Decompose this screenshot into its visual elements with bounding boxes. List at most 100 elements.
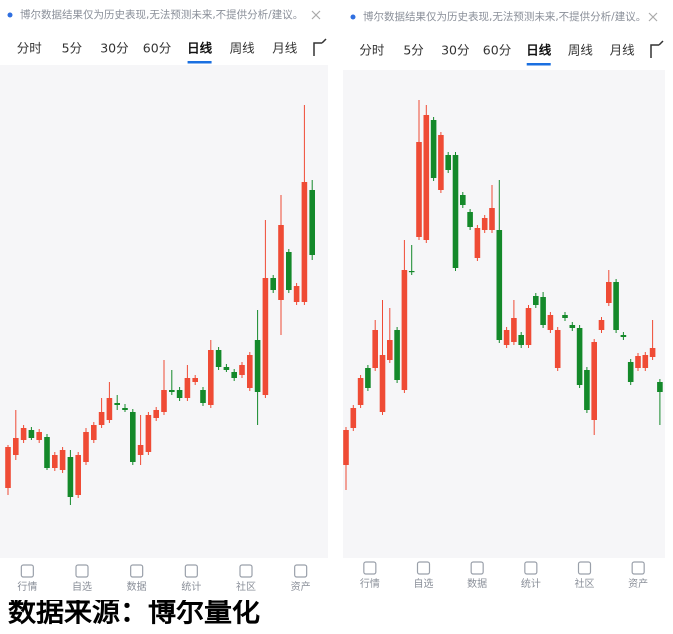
nav-icon[interactable] xyxy=(524,561,538,575)
candle-body xyxy=(416,142,422,237)
candle-body xyxy=(430,120,437,178)
close-icon[interactable] xyxy=(311,10,321,20)
candle-body xyxy=(301,182,308,302)
nav-icon[interactable] xyxy=(577,561,592,575)
nav-label[interactable]: 资产 xyxy=(291,580,311,593)
candle-body xyxy=(223,367,230,370)
candle-body xyxy=(192,378,198,382)
candle-body xyxy=(176,390,183,398)
candle-body xyxy=(481,218,488,230)
nav-icon[interactable] xyxy=(470,561,484,575)
candle-body xyxy=(525,308,532,345)
nav-label[interactable]: 行情 xyxy=(360,577,380,590)
nav-icon[interactable] xyxy=(75,564,89,578)
candle-body xyxy=(247,355,253,388)
nav-label[interactable]: 统计 xyxy=(521,577,541,590)
candle-body xyxy=(98,412,105,425)
period-tab[interactable]: 分时 xyxy=(359,43,385,58)
candle-body xyxy=(503,330,510,345)
period-tab[interactable]: 分时 xyxy=(17,41,43,56)
candle-body xyxy=(642,355,649,368)
period-tab[interactable]: 30分 xyxy=(441,43,469,58)
candle-body xyxy=(350,408,357,428)
nav-label[interactable]: 社区 xyxy=(575,577,595,590)
candle-body xyxy=(518,335,524,345)
candle-body xyxy=(547,315,554,330)
candle-body xyxy=(36,432,42,440)
nav-label[interactable]: 资产 xyxy=(628,577,648,590)
nav-icon[interactable] xyxy=(631,561,645,575)
nav-label[interactable]: 自选 xyxy=(72,580,92,593)
candle-body xyxy=(169,390,175,392)
candle-body xyxy=(554,330,561,368)
candle-body xyxy=(28,430,35,438)
nav-icon[interactable] xyxy=(416,561,431,575)
period-tab[interactable]: 30分 xyxy=(100,41,128,56)
period-tab[interactable]: 60分 xyxy=(143,41,171,56)
candle-body xyxy=(13,438,19,455)
fullscreen-icon[interactable] xyxy=(313,38,327,56)
nav-icon[interactable] xyxy=(239,564,253,578)
chart-area xyxy=(0,65,328,558)
period-tab[interactable]: 月线 xyxy=(272,41,298,56)
candle-body xyxy=(576,328,583,385)
nav-icon[interactable] xyxy=(20,564,34,578)
chart-area xyxy=(343,70,665,558)
candle-body xyxy=(379,355,386,412)
candle-body xyxy=(489,208,495,230)
candle-body xyxy=(67,457,74,497)
candle-body xyxy=(657,382,663,392)
nav-label[interactable]: 社区 xyxy=(236,580,256,593)
candle-body xyxy=(44,437,50,468)
period-tab[interactable]: 日线 xyxy=(187,41,213,56)
nav-icon[interactable] xyxy=(294,564,308,578)
candle-body xyxy=(496,230,503,340)
period-tab[interactable]: 5分 xyxy=(403,43,423,58)
candle-body xyxy=(627,362,634,382)
period-tab[interactable]: 周线 xyxy=(230,41,256,56)
candle-body xyxy=(145,415,152,452)
nav-label[interactable]: 统计 xyxy=(181,580,201,593)
candle-body xyxy=(365,368,371,388)
candle-body xyxy=(401,270,408,390)
candle-body xyxy=(533,296,539,305)
period-tab[interactable]: 月线 xyxy=(610,43,636,58)
close-icon[interactable] xyxy=(648,12,658,22)
period-tab[interactable]: 60分 xyxy=(483,43,511,58)
period-tab[interactable]: 周线 xyxy=(568,43,594,58)
candle-body xyxy=(91,425,97,440)
candle-body xyxy=(635,356,641,368)
candle-body xyxy=(452,155,459,268)
fullscreen-icon[interactable] xyxy=(650,40,664,58)
candle-body xyxy=(649,348,656,357)
source-footer: 数据来源：博尔量化 xyxy=(8,595,260,628)
candle-body xyxy=(114,403,120,405)
nav-icon[interactable] xyxy=(184,564,198,578)
nav-icon[interactable] xyxy=(130,564,144,578)
candle-body xyxy=(52,455,58,468)
candle-body xyxy=(584,370,590,410)
notice-dot xyxy=(350,14,356,20)
candle-body xyxy=(293,286,300,302)
candle-body xyxy=(309,190,315,255)
period-tab[interactable]: 日线 xyxy=(526,43,552,58)
candle-body xyxy=(445,155,451,170)
period-tab[interactable]: 5分 xyxy=(62,41,82,56)
candle-body xyxy=(569,325,576,328)
candle-body xyxy=(208,350,214,405)
candle-body xyxy=(59,450,66,470)
nav-label[interactable]: 数据 xyxy=(127,580,147,593)
candle-body xyxy=(5,447,11,488)
candle-body xyxy=(408,271,415,273)
nav-label[interactable]: 数据 xyxy=(467,577,487,590)
candle-body xyxy=(106,398,113,420)
nav-icon[interactable] xyxy=(363,561,377,575)
candle-body xyxy=(460,195,466,205)
candle-body xyxy=(215,350,222,367)
candle-body xyxy=(130,412,136,462)
nav-label[interactable]: 行情 xyxy=(17,580,37,593)
nav-label[interactable]: 自选 xyxy=(414,577,434,590)
candle-body xyxy=(161,390,167,412)
candle-body xyxy=(270,278,276,290)
candle-body xyxy=(613,282,619,330)
